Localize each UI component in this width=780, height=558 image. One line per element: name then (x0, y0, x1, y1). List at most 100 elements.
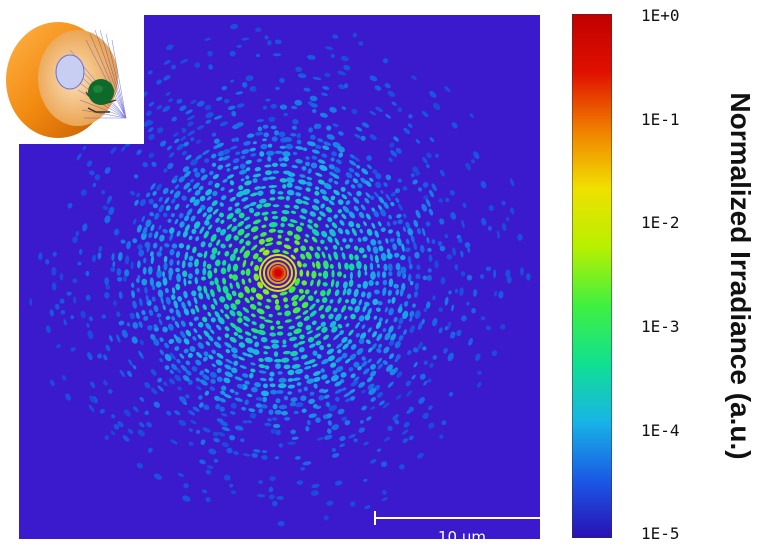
irradiance-speckle (256, 53, 260, 58)
irradiance-speckle (268, 313, 273, 318)
irradiance-speckle (159, 246, 163, 252)
irradiance-speckle (234, 299, 241, 305)
irradiance-speckle (266, 298, 272, 303)
irradiance-speckle (258, 357, 264, 363)
scale-bar-right-tick (548, 511, 550, 525)
irradiance-speckle (322, 282, 328, 287)
irradiance-speckle (355, 223, 361, 229)
irradiance-speckle (318, 272, 322, 277)
irradiance-speckle (152, 203, 158, 209)
irradiance-speckle (312, 350, 318, 356)
irradiance-speckle (162, 381, 168, 387)
irradiance-speckle (187, 188, 192, 193)
irradiance-speckle (277, 520, 285, 527)
irradiance-speckle (350, 380, 359, 387)
irradiance-speckle (396, 230, 401, 238)
irradiance-speckle (287, 378, 294, 382)
irradiance-speckle (188, 410, 196, 416)
irradiance-speckle (156, 127, 164, 134)
irradiance-speckle (237, 292, 244, 299)
irradiance-speckle (323, 183, 332, 190)
irradiance-speckle (156, 313, 162, 318)
irradiance-speckle (269, 371, 275, 377)
irradiance-speckle (306, 378, 315, 384)
irradiance-speckle (300, 354, 308, 360)
irradiance-speckle (265, 237, 274, 243)
irradiance-speckle (397, 306, 403, 314)
irradiance-speckle (211, 132, 217, 137)
irradiance-speckle (207, 311, 212, 317)
irradiance-speckle (356, 260, 362, 270)
irradiance-speckle (491, 350, 498, 357)
irradiance-speckle (200, 241, 206, 248)
irradiance-speckle (382, 279, 388, 286)
irradiance-speckle (126, 240, 131, 250)
irradiance-speckle (221, 85, 228, 91)
irradiance-speckle (333, 180, 339, 185)
irradiance-speckle (429, 137, 435, 143)
irradiance-speckle (67, 202, 73, 209)
irradiance-speckle (229, 310, 236, 317)
irradiance-speckle (275, 429, 281, 436)
irradiance-speckle (216, 376, 223, 383)
irradiance-speckle (262, 124, 269, 129)
irradiance-speckle (347, 191, 353, 197)
irradiance-speckle (158, 318, 163, 325)
irradiance-speckle (261, 211, 269, 216)
irradiance-speckle (164, 342, 170, 349)
irradiance-speckle (367, 327, 372, 333)
irradiance-speckle (297, 321, 303, 328)
irradiance-speckle (432, 295, 436, 301)
irradiance-speckle (162, 277, 168, 286)
irradiance-speckle (241, 37, 250, 41)
irradiance-speckle (246, 133, 255, 138)
irradiance-speckle (259, 323, 265, 329)
irradiance-speckle (299, 334, 305, 340)
irradiance-speckle (122, 275, 127, 282)
irradiance-speckle (249, 303, 257, 310)
irradiance-speckle (377, 300, 383, 306)
irradiance-speckle (350, 298, 357, 305)
irradiance-speckle (410, 234, 415, 243)
irradiance-speckle (299, 222, 305, 226)
irradiance-speckle (139, 339, 144, 346)
airy-ring (263, 258, 293, 288)
irradiance-speckle (376, 263, 380, 269)
irradiance-speckle (206, 465, 214, 469)
irradiance-speckle (239, 238, 245, 244)
irradiance-speckle (300, 245, 307, 252)
irradiance-speckle (222, 285, 229, 294)
irradiance-speckle (156, 183, 162, 191)
irradiance-speckle (131, 336, 138, 344)
irradiance-speckle (348, 263, 355, 271)
irradiance-speckle (309, 391, 315, 396)
irradiance-speckle (388, 353, 395, 360)
irradiance-speckle (163, 255, 168, 263)
irradiance-speckle (446, 253, 453, 260)
irradiance-speckle (366, 155, 372, 161)
irradiance-speckle (382, 360, 388, 366)
irradiance-speckle (250, 192, 258, 197)
irradiance-speckle (273, 130, 280, 136)
irradiance-speckle (268, 377, 274, 382)
irradiance-speckle (296, 480, 304, 485)
irradiance-speckle (272, 500, 278, 507)
irradiance-speckle (186, 208, 193, 216)
irradiance-speckle (236, 44, 243, 48)
irradiance-speckle (366, 164, 373, 170)
irradiance-speckle (294, 278, 301, 286)
irradiance-speckle (131, 282, 135, 288)
irradiance-speckle (311, 270, 317, 279)
irradiance-speckle (373, 315, 378, 320)
irradiance-speckle (188, 380, 193, 385)
irradiance-speckle (202, 212, 207, 218)
irradiance-speckle (73, 296, 77, 304)
irradiance-speckle (381, 497, 389, 502)
irradiance-speckle (216, 418, 224, 423)
irradiance-speckle (362, 304, 367, 313)
irradiance-speckle (417, 321, 423, 330)
irradiance-speckle (233, 331, 239, 336)
irradiance-speckle (325, 46, 334, 50)
irradiance-speckle (305, 156, 310, 160)
irradiance-speckle (375, 106, 383, 113)
